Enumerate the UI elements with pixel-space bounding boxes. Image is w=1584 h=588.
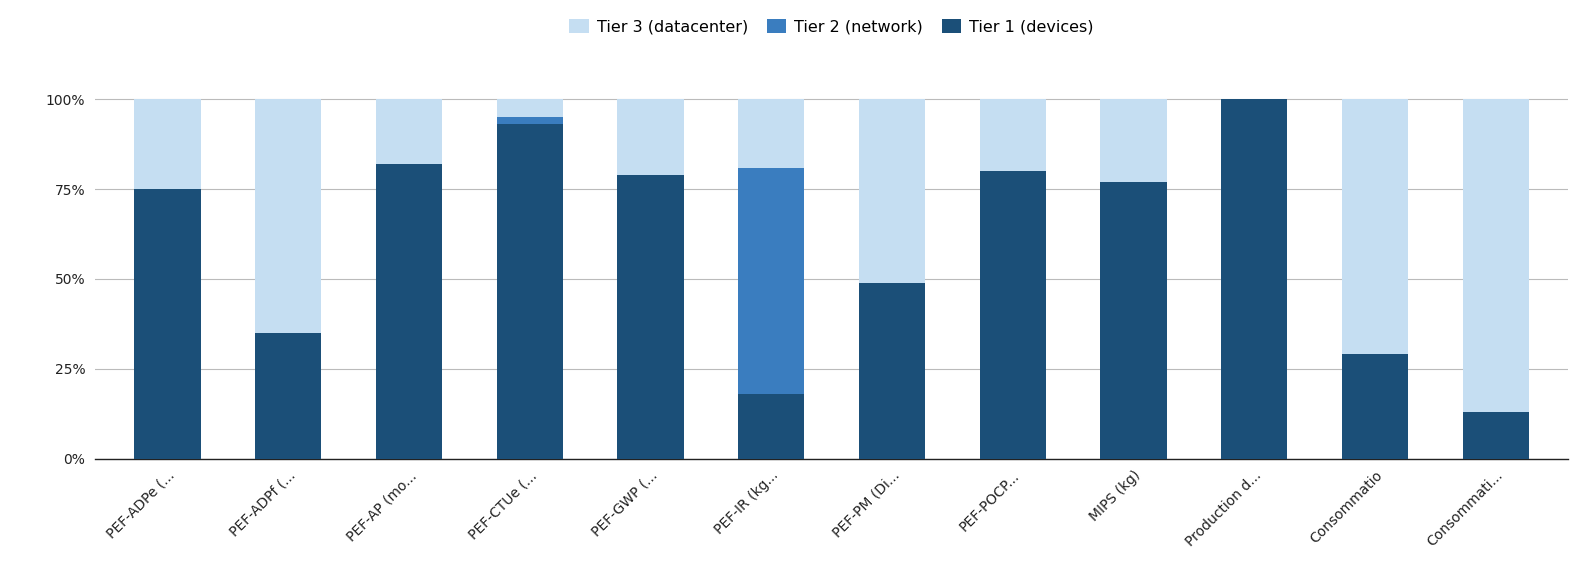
- Bar: [496, 99, 562, 117]
- Bar: [375, 164, 442, 459]
- Bar: [979, 171, 1045, 459]
- Bar: [135, 99, 201, 189]
- Legend: Tier 3 (datacenter), Tier 2 (network), Tier 1 (devices): Tier 3 (datacenter), Tier 2 (network), T…: [562, 12, 1101, 41]
- Bar: [255, 99, 322, 333]
- Bar: [979, 99, 1045, 171]
- Bar: [1462, 412, 1529, 459]
- Bar: [375, 99, 442, 164]
- Bar: [135, 189, 201, 459]
- Bar: [859, 283, 925, 459]
- Bar: [496, 117, 562, 125]
- Bar: [618, 99, 684, 175]
- Bar: [1101, 182, 1167, 459]
- Bar: [738, 99, 805, 168]
- Bar: [1221, 99, 1288, 459]
- Bar: [1101, 99, 1167, 182]
- Bar: [738, 168, 805, 394]
- Bar: [1342, 355, 1408, 459]
- Bar: [859, 99, 925, 283]
- Bar: [738, 394, 805, 459]
- Bar: [1462, 99, 1529, 412]
- Bar: [1342, 99, 1408, 355]
- Bar: [618, 175, 684, 459]
- Bar: [496, 125, 562, 459]
- Bar: [255, 333, 322, 459]
